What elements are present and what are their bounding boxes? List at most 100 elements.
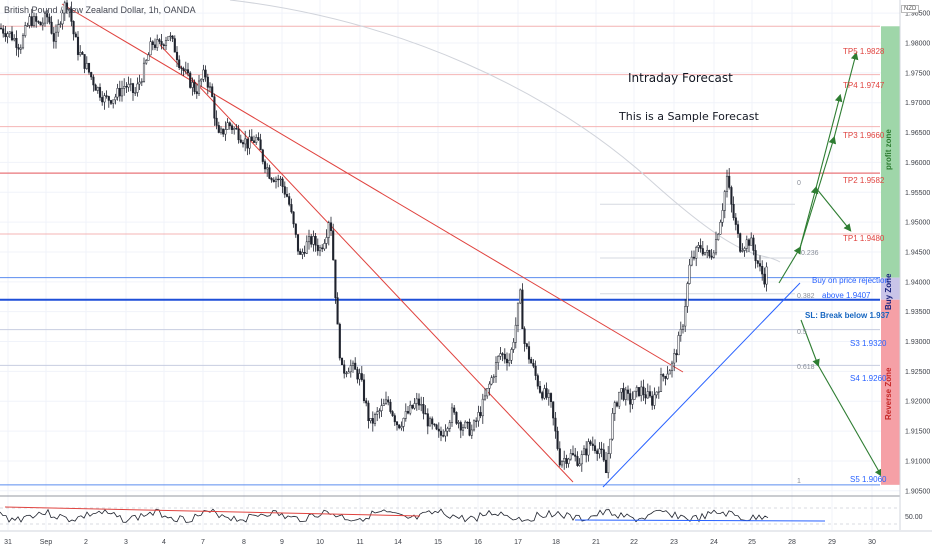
candle-body (450, 407, 454, 423)
price-tick-label: 1.93000 (905, 339, 930, 346)
candle-body (646, 391, 649, 399)
candle-body (587, 441, 590, 456)
candle-body (664, 376, 667, 379)
candle-body (435, 424, 438, 430)
candle-body (211, 86, 214, 97)
candle-body (532, 362, 535, 367)
rsi-trendline-blue (574, 519, 826, 522)
price-tick-label: 1.98000 (905, 40, 930, 47)
candle-body (329, 222, 333, 232)
time-axis[interactable]: 31 Sep 2 3 4 7 8 9 10 11 14 15 16 17 18 21 22 23 24 25 28 29 3… (0, 530, 932, 546)
candle-body (226, 122, 229, 130)
candle-body (637, 387, 641, 396)
candle-body (266, 167, 269, 170)
candle-body (371, 418, 374, 424)
symbol-title[interactable]: British Pound / New Zealand Dollar, 1h, … (4, 5, 196, 15)
candle-body (461, 427, 465, 431)
candle-body (50, 21, 53, 34)
candle-body (439, 430, 443, 436)
forecast-arrow (815, 187, 852, 232)
red-trendline-steep (159, 44, 574, 483)
candle-body (323, 243, 326, 250)
forecast-title: Intraday Forecast (628, 71, 733, 85)
candle-body (35, 16, 38, 22)
candle-body (356, 369, 359, 380)
forecast-arrow (799, 135, 837, 249)
candle-body (730, 187, 733, 205)
candle-body (593, 445, 597, 452)
candle-body (433, 423, 436, 426)
candle-body (202, 69, 205, 80)
candle-body (519, 289, 522, 304)
candle-body (354, 362, 357, 370)
candle-body (611, 413, 614, 440)
candle-body (662, 374, 665, 377)
candle-body (37, 21, 40, 23)
zone-bars (881, 26, 900, 485)
candle-body (635, 387, 638, 392)
time-tick-label: 25 (748, 539, 756, 546)
candle-body (281, 178, 284, 187)
candle-body (395, 421, 399, 426)
candle-body (2, 28, 5, 34)
candle-body (153, 44, 157, 48)
candle-body (376, 411, 379, 415)
candle-body (263, 161, 267, 170)
candle-body (250, 136, 253, 141)
candle-body (741, 250, 744, 252)
candle-body (699, 245, 702, 249)
candle-body (505, 358, 509, 364)
candle-body (521, 289, 524, 330)
candle-body (277, 178, 280, 181)
time-tick-label: 7 (201, 539, 205, 546)
forecast-arrow (833, 51, 859, 139)
candle-body (65, 2, 69, 10)
candle-body (186, 69, 190, 74)
candle-body (259, 139, 262, 151)
candle-body (710, 255, 713, 258)
candle-body (503, 353, 506, 360)
candle-body (239, 139, 242, 143)
candle-body (486, 388, 489, 397)
price-tick-label: 1.91000 (905, 458, 930, 465)
candle-body (114, 96, 117, 101)
candle-body (538, 385, 542, 393)
candle-body (288, 196, 291, 205)
fib-05-label: 0.5 (797, 329, 807, 336)
price-tick-label: 1.96500 (905, 130, 930, 137)
candle-body (147, 54, 150, 61)
candle-body (580, 454, 583, 465)
candle-body (422, 404, 425, 414)
time-tick-label: 18 (552, 539, 560, 546)
candle-body (466, 421, 469, 424)
forecast-arrow (778, 246, 802, 284)
price-tick-label: 1.97500 (905, 70, 930, 77)
candle-body (219, 128, 223, 133)
candle-body (94, 84, 97, 91)
price-tick-label: 1.92500 (905, 369, 930, 376)
time-tick-label: 31 (4, 539, 12, 546)
price-axis[interactable]: 1.98500 1.98000 1.97500 1.97000 1.96500 1.960… (899, 0, 930, 530)
candle-body (87, 63, 91, 73)
time-tick-label: 9 (280, 539, 284, 546)
candle-body (512, 342, 515, 350)
candle-body (334, 259, 337, 298)
candle-body (173, 38, 176, 53)
fib-0382-label: 0.382 (797, 293, 815, 300)
candle-body (54, 31, 58, 42)
candle-body (255, 137, 258, 143)
candle-body (270, 178, 273, 181)
time-tick-label: 16 (474, 539, 482, 546)
candle-body (41, 22, 44, 26)
candle-body (129, 83, 132, 85)
buy-note: Buy on price rejection (812, 276, 889, 285)
candle-body (604, 459, 608, 474)
candle-body (448, 422, 451, 429)
candle-body (160, 41, 163, 45)
red-trendline-long (61, 3, 684, 373)
candle-body (19, 47, 22, 50)
candle-body (578, 463, 581, 466)
candle-body (470, 429, 473, 436)
candle-body (389, 401, 392, 412)
